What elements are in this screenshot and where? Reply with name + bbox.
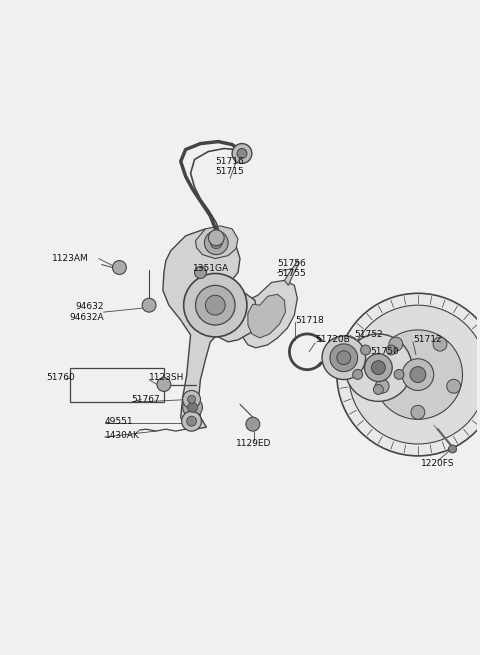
Circle shape xyxy=(232,143,252,163)
Polygon shape xyxy=(163,229,258,429)
Text: 51716
51715: 51716 51715 xyxy=(216,157,244,176)
Circle shape xyxy=(433,337,447,351)
Circle shape xyxy=(373,330,463,419)
Circle shape xyxy=(182,411,202,431)
Text: 94632
94632A: 94632 94632A xyxy=(69,303,104,322)
Text: 51756
51755: 51756 51755 xyxy=(277,259,306,278)
Circle shape xyxy=(322,336,366,379)
Text: 1123AM: 1123AM xyxy=(52,254,89,263)
Circle shape xyxy=(246,417,260,431)
Text: 49551: 49551 xyxy=(105,417,133,426)
Text: 1351GA: 1351GA xyxy=(192,264,228,273)
Text: 51767: 51767 xyxy=(131,395,160,404)
Circle shape xyxy=(195,286,235,325)
Polygon shape xyxy=(248,294,286,338)
Circle shape xyxy=(157,377,171,392)
Circle shape xyxy=(205,295,225,315)
Circle shape xyxy=(337,351,351,365)
Circle shape xyxy=(345,334,412,402)
Circle shape xyxy=(410,367,426,383)
Circle shape xyxy=(447,379,460,393)
Circle shape xyxy=(375,379,389,393)
Circle shape xyxy=(353,369,363,379)
Circle shape xyxy=(112,261,126,274)
Circle shape xyxy=(187,416,196,426)
Text: 1123SH: 1123SH xyxy=(149,373,184,382)
Text: 1129ED: 1129ED xyxy=(236,439,272,448)
Text: 51752: 51752 xyxy=(355,330,384,339)
Circle shape xyxy=(394,369,404,379)
Circle shape xyxy=(372,361,385,375)
Circle shape xyxy=(184,273,247,337)
Circle shape xyxy=(183,398,203,417)
Circle shape xyxy=(411,405,425,419)
Text: 51760: 51760 xyxy=(46,373,75,382)
Circle shape xyxy=(448,445,456,453)
Text: 51718: 51718 xyxy=(295,316,324,325)
Circle shape xyxy=(188,396,195,403)
Circle shape xyxy=(188,402,197,412)
Circle shape xyxy=(389,337,403,351)
Text: 51720B: 51720B xyxy=(315,335,350,345)
Text: 51712: 51712 xyxy=(413,335,442,345)
Circle shape xyxy=(237,149,247,159)
Circle shape xyxy=(208,230,224,246)
Circle shape xyxy=(373,384,384,394)
Circle shape xyxy=(364,354,392,382)
Circle shape xyxy=(360,345,371,355)
Text: 1220FS: 1220FS xyxy=(421,459,455,468)
Circle shape xyxy=(142,298,156,312)
Circle shape xyxy=(330,344,358,371)
Text: 51750: 51750 xyxy=(371,347,399,356)
Bar xyxy=(70,367,164,402)
Circle shape xyxy=(204,231,228,255)
Polygon shape xyxy=(240,280,297,348)
Circle shape xyxy=(210,236,222,249)
Circle shape xyxy=(183,390,201,408)
Circle shape xyxy=(194,267,206,278)
Polygon shape xyxy=(285,261,300,286)
Circle shape xyxy=(337,293,480,456)
Polygon shape xyxy=(195,226,238,259)
Text: 1430AK: 1430AK xyxy=(105,430,140,440)
Circle shape xyxy=(402,359,434,390)
Circle shape xyxy=(386,345,396,355)
Circle shape xyxy=(349,305,480,444)
